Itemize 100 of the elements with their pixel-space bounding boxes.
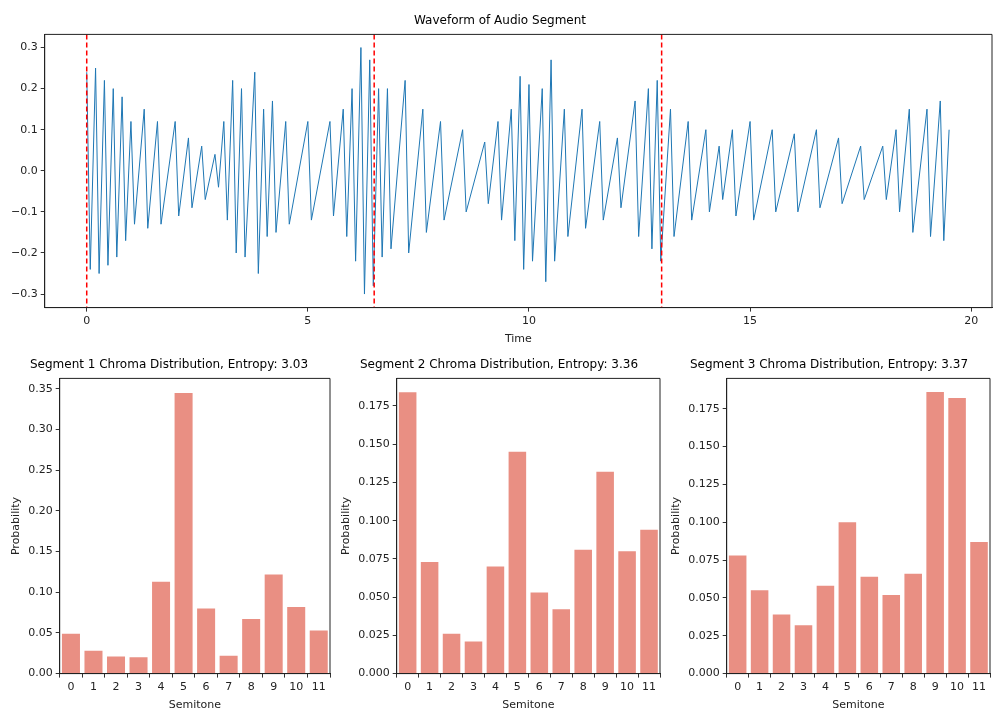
y-tick-label: 0.0: [20, 163, 38, 177]
x-tick-label: 11: [311, 680, 326, 694]
chart-title: Segment 2 Chroma Distribution, Entropy: 3.36: [359, 357, 639, 372]
bar: [309, 630, 328, 674]
x-tick-label: 7: [887, 680, 895, 694]
x-tick-label: 10: [950, 680, 965, 694]
x-tick-label: 2: [112, 680, 120, 694]
bar: [508, 451, 527, 674]
x-tick-label: 6: [865, 680, 873, 694]
x-tick-label: 8: [247, 680, 255, 694]
y-tick-label: 0.10: [28, 585, 53, 599]
y-tick-label: 0.30: [28, 422, 53, 436]
x-axis-title: Semitone: [832, 698, 885, 712]
x-tick-label: 4: [821, 680, 829, 694]
bar: [197, 608, 216, 674]
bar: [948, 398, 966, 674]
bar: [174, 393, 193, 674]
chart-title: Waveform of Audio Segment: [413, 13, 587, 28]
x-tick-label: 8: [579, 680, 587, 694]
bar: [84, 650, 103, 674]
bar: [618, 551, 636, 674]
x-tick-label: 3: [135, 680, 143, 694]
y-tick-label: −0.1: [10, 204, 38, 218]
x-tick-label: 1: [426, 680, 434, 694]
x-tick-label: 0: [67, 680, 75, 694]
bar: [420, 561, 439, 674]
bar: [107, 656, 126, 674]
y-tick-label: 0.125: [358, 475, 390, 489]
bar: [574, 549, 592, 674]
x-tick-label: 0: [734, 680, 742, 694]
x-tick-label: 10: [289, 680, 304, 694]
y-tick-label: 0.1: [20, 122, 38, 136]
y-tick-label: 0.100: [358, 513, 390, 527]
y-tick-label: 0.15: [28, 544, 53, 558]
x-tick-label: 1: [89, 680, 97, 694]
y-tick-label: 0.100: [688, 515, 720, 529]
bar: [772, 614, 791, 674]
y-tick-label: 0.35: [28, 381, 53, 395]
bar: [129, 657, 148, 674]
x-tick-label: 4: [157, 680, 165, 694]
bar: [904, 573, 922, 674]
x-tick-label: 8: [909, 680, 917, 694]
bar: [287, 606, 306, 674]
y-tick-label: 0.3: [20, 40, 38, 54]
y-tick-label: 0.075: [688, 552, 720, 566]
x-tick-label: 6: [202, 680, 210, 694]
bar: [61, 633, 80, 674]
bar: [970, 541, 988, 674]
bar: [640, 529, 658, 674]
x-tick-label: 5: [304, 314, 312, 328]
x-axis-title: Time: [503, 332, 533, 346]
bar: [882, 594, 901, 674]
y-tick-label: 0.150: [358, 437, 390, 451]
bar: [728, 555, 747, 674]
y-tick-label: 0.20: [28, 503, 53, 517]
y-tick-label: 0.05: [28, 625, 53, 639]
x-axis-title: Semitone: [502, 698, 555, 712]
y-tick-label: 0.25: [28, 463, 53, 477]
x-tick-label: 3: [799, 680, 807, 694]
y-tick-label: 0.125: [688, 477, 720, 491]
y-tick-label: −0.3: [10, 286, 38, 300]
bar: [838, 522, 857, 674]
x-tick-label: 7: [557, 680, 565, 694]
x-tick-label: 10: [521, 314, 536, 328]
x-tick-label: 15: [743, 314, 758, 328]
x-tick-label: 9: [270, 680, 278, 694]
x-tick-label: 3: [469, 680, 477, 694]
chart-title: Segment 1 Chroma Distribution, Entropy: 3.03: [29, 357, 309, 372]
x-axis-title: Semitone: [168, 698, 222, 712]
y-tick-label: 0.075: [358, 551, 390, 565]
y-tick-label: 0.150: [688, 439, 720, 453]
bar: [398, 392, 417, 674]
x-tick-label: 6: [535, 680, 543, 694]
y-tick-label: 0.00: [28, 666, 53, 680]
y-axis-title: Probability: [339, 496, 353, 556]
y-axis-title: Probability: [9, 496, 23, 556]
x-tick-label: 1: [756, 680, 764, 694]
x-tick-label: 7: [225, 680, 233, 694]
x-tick-label: 2: [448, 680, 456, 694]
y-tick-label: 0.000: [358, 666, 390, 680]
x-tick-label: 0: [83, 314, 91, 328]
y-tick-label: 0.050: [688, 590, 720, 604]
bar: [926, 392, 944, 674]
chart-title: Segment 3 Chroma Distribution, Entropy: 3.37: [689, 357, 969, 372]
x-tick-label: 4: [491, 680, 499, 694]
bar: [860, 576, 879, 674]
bar: [530, 592, 549, 674]
x-tick-label: 9: [931, 680, 939, 694]
x-tick-label: 9: [601, 680, 609, 694]
bar: [464, 641, 483, 674]
x-tick-label: 2: [778, 680, 786, 694]
x-tick-label: 11: [642, 680, 657, 694]
bar: [219, 655, 238, 674]
bar: [816, 585, 835, 674]
bar: [596, 471, 614, 674]
bar: [242, 619, 261, 674]
y-tick-label: 0.025: [358, 628, 390, 642]
y-tick-label: 0.175: [358, 398, 390, 412]
bar: [486, 566, 505, 674]
bar: [442, 633, 461, 674]
